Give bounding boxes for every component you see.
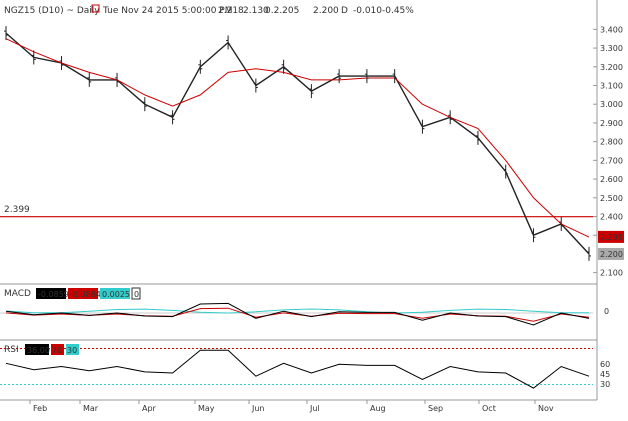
header-change-pct: -0.45%: [382, 6, 414, 16]
y-tick-label: 2.600: [600, 175, 623, 184]
macd-hist-box: [100, 288, 130, 299]
macd-title: MACD: [4, 289, 31, 299]
y-tick-label: 3.300: [600, 44, 623, 53]
macd-axis-zero: 0: [604, 307, 609, 316]
ma-tag-label: 2.291: [600, 233, 623, 242]
header-close-icon[interactable]: [91, 4, 100, 13]
rsi-axis-30: 30: [600, 380, 610, 389]
rsi-lower-value: 30: [67, 346, 77, 355]
macd-line: [5, 302, 590, 326]
header-change: -0.010: [353, 6, 382, 16]
last-price-tag-label: 2.200: [600, 250, 623, 259]
y-tick-label: 2.500: [600, 194, 623, 203]
y-tick-label: 2.400: [600, 213, 623, 222]
y-tick-label: 2.800: [600, 138, 623, 147]
rsi-lower-box: [66, 344, 79, 355]
header-symbol: NGZ15 (D10) ~ Daily: [4, 6, 100, 16]
macd-value: -0.0859: [38, 290, 69, 299]
macd-signal-value: -0.0884: [70, 290, 101, 299]
rsi-axis-60: 60: [600, 360, 610, 369]
y-tick-label: 3.000: [600, 100, 623, 109]
x-month-label: Jul: [309, 404, 320, 413]
y-tick-label: 3.400: [600, 25, 623, 34]
rsi-upper-value: 70: [52, 346, 62, 355]
x-month-label: Sep: [428, 404, 443, 413]
x-month-label: Oct: [482, 404, 496, 413]
macd-value-box: [36, 288, 66, 299]
x-month-label: Apr: [142, 404, 157, 413]
header-high: 2.130: [243, 6, 269, 16]
x-month-label: May: [198, 404, 215, 413]
rsi-value: 36.00: [27, 346, 50, 355]
y-tick-label: 3.100: [600, 82, 623, 91]
y-tick-label: 2.100: [600, 269, 623, 278]
header-datetime: Tue Nov 24 2015 5:00:00 PM: [102, 6, 233, 16]
header-open: 2.218: [218, 6, 244, 16]
header-direction: D: [341, 6, 348, 16]
price-series-line: [5, 32, 590, 255]
rsi-axis-45: 45: [600, 370, 610, 379]
macd-histogram-line: [5, 308, 590, 314]
rsi-upper-box: [51, 344, 64, 355]
y-tick-label: 3.200: [600, 63, 623, 72]
header-close: 2.200: [313, 6, 339, 16]
x-month-label: Nov: [538, 404, 554, 413]
x-month-label: Jun: [251, 404, 265, 413]
macd-signal-box: [68, 288, 98, 299]
x-month-label: Feb: [33, 404, 47, 413]
y-tick-label: 2.700: [600, 156, 623, 165]
rsi-title: RSI: [4, 345, 19, 355]
macd-zero-box: [131, 287, 141, 300]
macd-zero-value: 0: [134, 290, 139, 299]
moving-average-line: [5, 38, 590, 238]
rsi-value-box: [25, 344, 49, 355]
ma-tag-box: [598, 230, 624, 243]
rsi-line: [5, 349, 590, 389]
x-month-label: Mar: [83, 404, 99, 413]
last-price-tag-box: [598, 247, 624, 260]
y-tick-label: 2.900: [600, 119, 623, 128]
level-line-label: 2.399: [4, 205, 30, 215]
x-month-label: Aug: [370, 404, 386, 413]
header-low: 0.2.205: [265, 6, 299, 16]
macd-hist-value: 0.0025: [102, 290, 130, 299]
